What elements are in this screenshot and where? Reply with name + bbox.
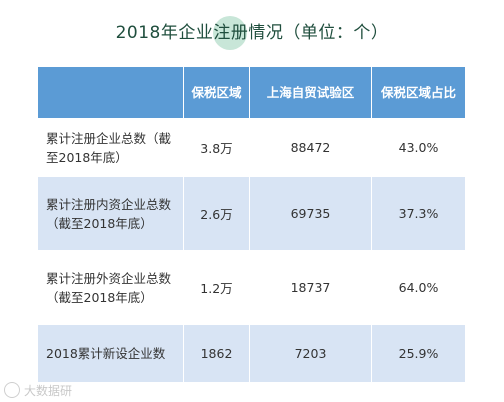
- watermark-logo-icon: [4, 382, 20, 398]
- table-row: 累计注册外资企业总数（截至2018年底） 1.2万 18737 64.0%: [38, 251, 466, 325]
- table-header-row: 保税区域 上海自贸试验区 保税区域占比: [38, 67, 466, 119]
- row-label: 累计注册外资企业总数（截至2018年底）: [38, 251, 184, 325]
- row-label: 累计注册企业总数（截至2018年底）: [38, 119, 184, 177]
- watermark-text: 大数据研: [24, 383, 73, 398]
- header-empty: [38, 67, 184, 119]
- cell-ftz: 88472: [250, 119, 372, 177]
- table-row: 累计注册内资企业总数（截至2018年底） 2.6万 69735 37.3%: [38, 177, 466, 251]
- row-label: 累计注册内资企业总数（截至2018年底）: [38, 177, 184, 251]
- cell-ratio: 37.3%: [372, 177, 466, 251]
- title-decoration-circle: [213, 16, 247, 50]
- watermark: 大数据研: [4, 380, 72, 400]
- cell-ftz: 69735: [250, 177, 372, 251]
- page-title: 2018年企业注册情况（单位：个）: [115, 23, 389, 43]
- cell-bonded: 1.2万: [184, 251, 250, 325]
- header-bonded-ratio: 保税区域占比: [372, 67, 466, 119]
- header-shanghai-ftz: 上海自贸试验区: [250, 67, 372, 119]
- cell-ratio: 25.9%: [372, 325, 466, 383]
- cell-ftz: 18737: [250, 251, 372, 325]
- header-bonded-area: 保税区域: [184, 67, 250, 119]
- table-row: 累计注册企业总数（截至2018年底） 3.8万 88472 43.0%: [38, 119, 466, 177]
- title-bar: 2018年企业注册情况（单位：个）: [0, 16, 504, 52]
- cell-ratio: 64.0%: [372, 251, 466, 325]
- table-row: 2018累计新设企业数 1862 7203 25.9%: [38, 325, 466, 383]
- cell-bonded: 3.8万: [184, 119, 250, 177]
- cell-ftz: 7203: [250, 325, 372, 383]
- cell-bonded: 2.6万: [184, 177, 250, 251]
- cell-bonded: 1862: [184, 325, 250, 383]
- cell-ratio: 43.0%: [372, 119, 466, 177]
- row-label: 2018累计新设企业数: [38, 325, 184, 383]
- registration-table: 保税区域 上海自贸试验区 保税区域占比 累计注册企业总数（截至2018年底） 3…: [38, 67, 466, 383]
